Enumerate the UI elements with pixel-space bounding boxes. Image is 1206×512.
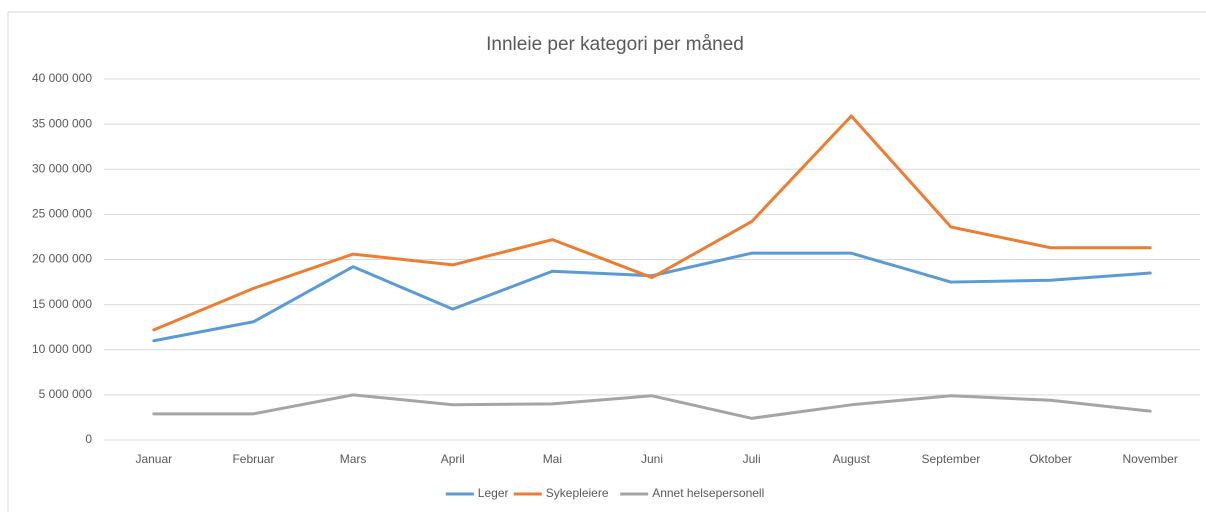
series-line	[152, 114, 1152, 332]
y-tick-label: 20 000 000	[32, 252, 92, 266]
y-tick-label: 0	[85, 432, 92, 446]
y-tick-label: 15 000 000	[32, 297, 92, 311]
x-tick-label: Mai	[543, 452, 562, 466]
x-tick-label: Juli	[743, 452, 761, 466]
x-tick-label: September	[922, 452, 981, 466]
x-tick-label: August	[833, 452, 871, 466]
y-tick-label: 40 000 000	[32, 71, 92, 85]
y-tick-label: 10 000 000	[32, 342, 92, 356]
chart-title: Innleie per kategori per måned	[486, 34, 744, 55]
y-tick-label: 25 000 000	[32, 207, 92, 221]
y-tick-label: 5 000 000	[39, 387, 93, 401]
y-tick-label: 30 000 000	[32, 161, 92, 175]
y-tick-label: 35 000 000	[32, 116, 92, 130]
series-line	[152, 251, 1152, 343]
legend-label: Sykepleiere	[546, 486, 609, 500]
x-tick-label: Mars	[340, 452, 367, 466]
series-line	[152, 393, 1152, 420]
frame	[7, 11, 1206, 512]
legend-label: Annet helsepersonell	[652, 486, 764, 500]
x-tick-label: April	[441, 452, 465, 466]
x-tick-label: Februar	[232, 452, 274, 466]
legend-label: Leger	[478, 486, 509, 500]
x-tick-label: November	[1123, 452, 1178, 466]
x-tick-label: Juni	[641, 452, 663, 466]
x-tick-label: Januar	[135, 452, 172, 466]
x-tick-label: Oktober	[1029, 452, 1072, 466]
